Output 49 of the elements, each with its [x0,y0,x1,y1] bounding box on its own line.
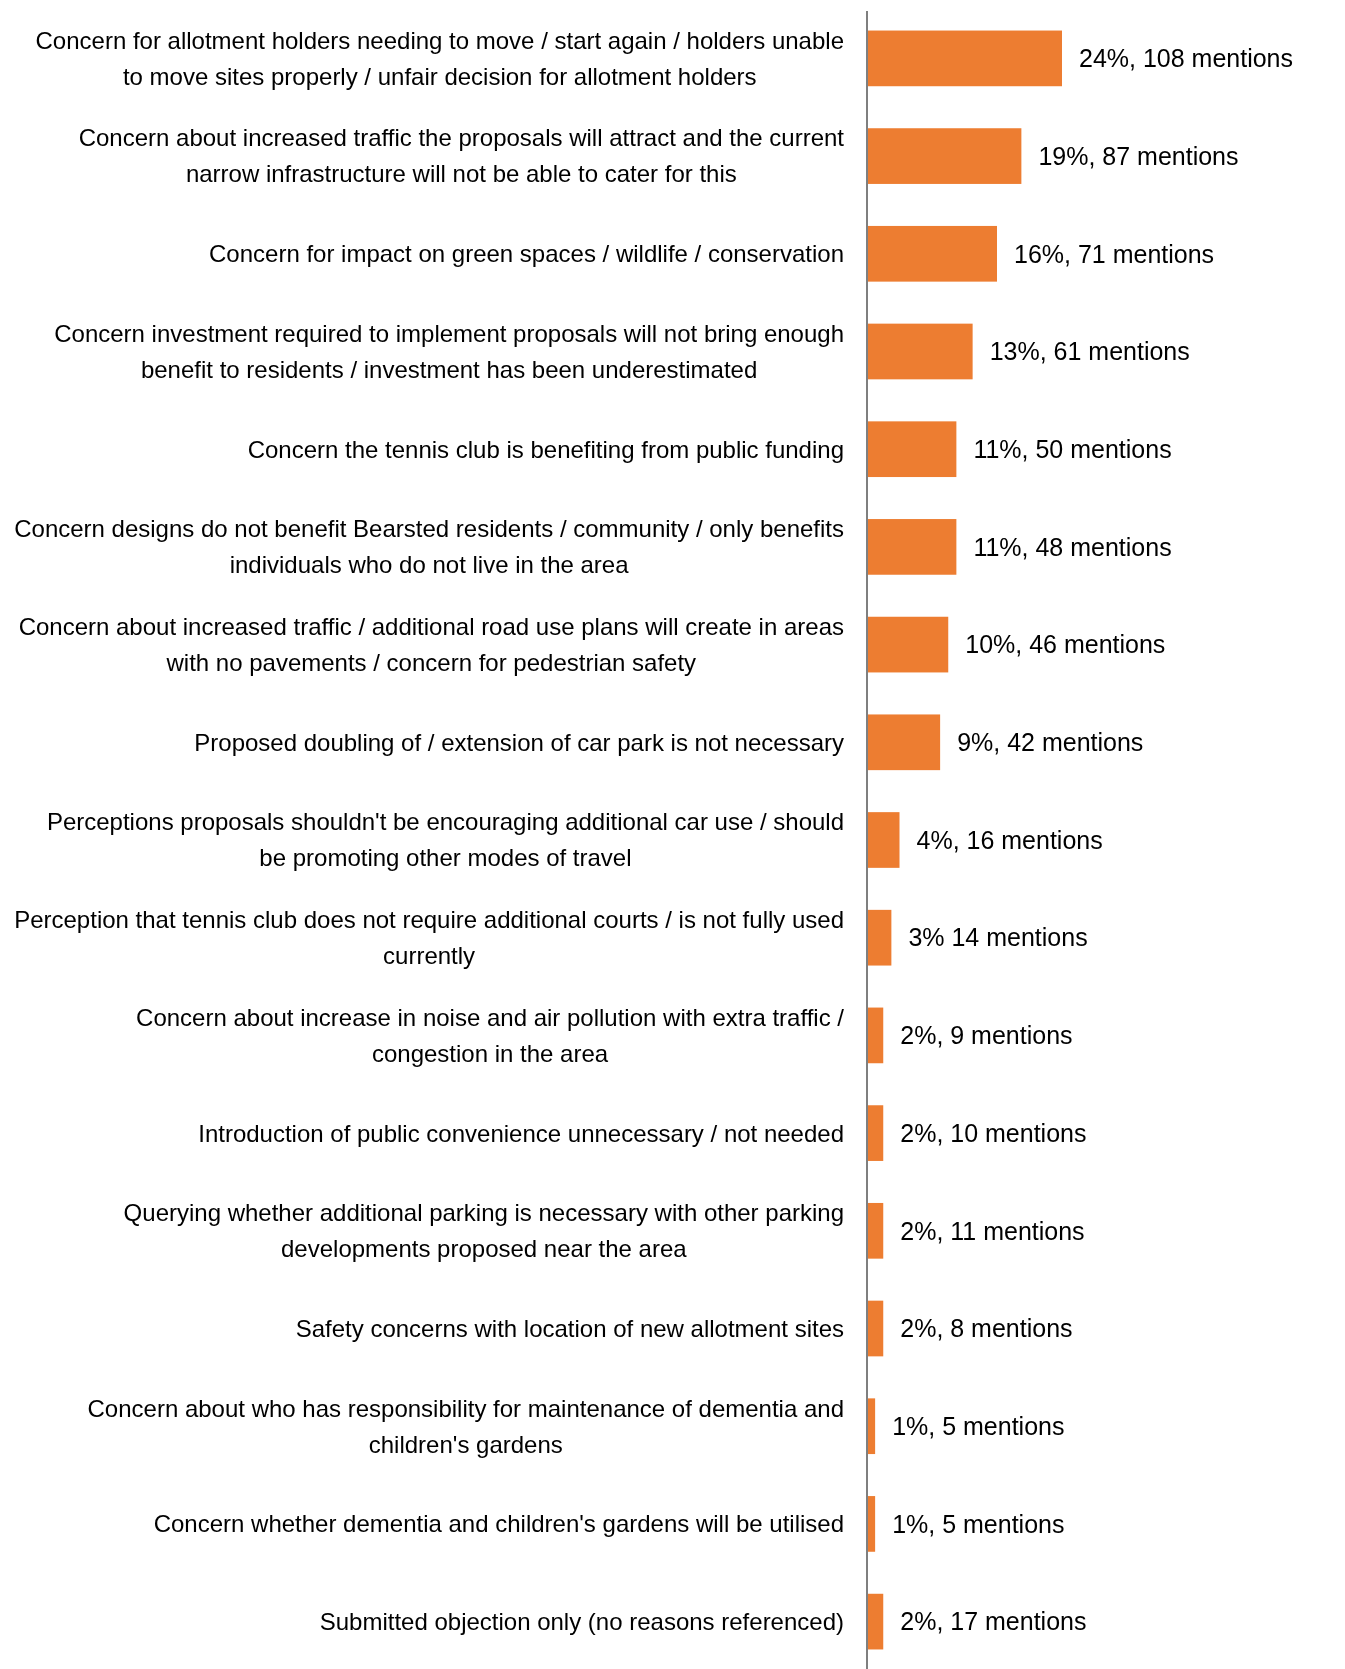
bar [867,812,900,868]
bar [867,225,997,282]
bar [867,421,957,478]
bar [867,1105,884,1161]
data-label: 2%, 8 mentions [900,1314,1073,1343]
y-tick-label: Concern designs do not benefit Bearsted residents / community / only benefits individuals who do not live in the area [14,515,844,579]
y-tick-label: Concern investment required to implement proposals will not bring enough benefit to residents / investment has been underestimated [54,319,844,383]
y-tick-label: Concern for impact on green spaces / wildlife / conservation [209,240,844,268]
bar [867,128,1022,184]
data-label: 19%, 87 mentions [1038,141,1239,170]
y-tick-label: Perception that tennis club does not require additional courts / is not fully used currently [14,906,844,970]
data-label: 2%, 17 mentions [900,1607,1087,1636]
y-tick-label: Concern about increased traffic the proposals will attract and the current narrow infrastructure will not be able to cater for this [78,124,845,188]
data-label: 9%, 42 mentions [957,728,1144,757]
bar [867,1202,884,1259]
y-tick-label: Concern about who has responsibility for maintenance of dementia and children's gardens [87,1394,844,1458]
y-tick-label: Concern for allotment holders needing to move / start again / holders unable to move sites properly / unfair decision for allotment holders [35,26,844,90]
y-tick-label: Submitted objection only (no reasons referenced) [319,1608,844,1636]
data-label: 11%, 50 mentions [973,434,1172,463]
data-label: 4%, 16 mentions [916,825,1103,854]
bar [867,616,949,673]
bar [867,1300,884,1357]
data-label: 10%, 46 mentions [965,630,1166,659]
data-label: 13%, 61 mentions [989,337,1190,366]
bar [867,323,973,380]
data-label: 3% 14 mentions [908,923,1088,952]
data-label: 11%, 48 mentions [973,532,1172,561]
bar [867,519,957,575]
y-tick-label: Proposed doubling of / extension of car park is not necessary [194,728,844,756]
bar [867,30,1062,87]
data-label: 1%, 5 mentions [892,1411,1065,1440]
y-tick-label: Introduction of public convenience unnecessary / not needed [198,1119,844,1147]
bar [867,714,941,771]
data-label: 1%, 5 mentions [892,1509,1065,1538]
data-label: 2%, 10 mentions [900,1118,1087,1147]
y-tick-label: Safety concerns with location of new allotment sites [295,1314,844,1342]
bar [867,909,892,966]
data-label: 24%, 108 mentions [1079,44,1294,73]
bar [867,1007,884,1064]
y-tick-label: Concern about increase in noise and air pollution with extra traffic / congestion in the area [136,1003,845,1067]
data-label: 2%, 9 mentions [900,1021,1073,1050]
y-tick-label: Concern the tennis club is benefiting from public funding [247,435,844,463]
y-tick-label: Concern about increased traffic / additional road use plans will create in areas with no pavements / concern for pedestrian safety [18,613,844,676]
data-label: 2%, 11 mentions [900,1216,1085,1245]
y-tick-label: Perceptions proposals shouldn't be encouraging additional car use / should be promoting other modes of travel [46,808,844,872]
y-tick-label: Concern whether dementia and children's gardens will be utilised [153,1510,844,1538]
data-label: 16%, 71 mentions [1014,239,1215,268]
bar [867,1593,884,1650]
y-tick-label: Querying whether additional parking is necessary with other parking developments proposed near the area [123,1199,844,1263]
